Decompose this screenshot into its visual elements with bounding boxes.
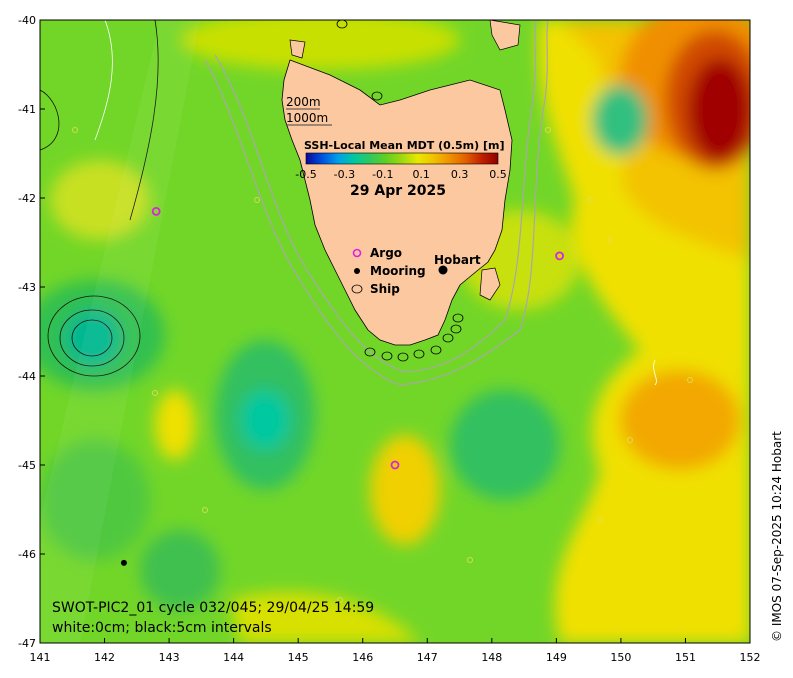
argo-float-marker	[555, 251, 564, 261]
colorbar-bar	[305, 152, 499, 165]
y-tick-label: -43	[18, 281, 36, 294]
y-tick-label: -41	[18, 103, 36, 116]
ship-legend-icon	[351, 284, 363, 294]
x-tick-label: 146	[352, 651, 373, 664]
mooring-legend-icon	[354, 268, 360, 274]
faint-markers	[72, 127, 693, 603]
y-tick-label: -42	[18, 192, 36, 205]
ship-tracks	[336, 20, 464, 362]
moorings	[120, 559, 127, 566]
bathymetry-lines	[204, 20, 549, 386]
hobart-marker	[438, 265, 448, 275]
x-tick-label: 144	[223, 651, 244, 664]
argo-legend-icon	[352, 248, 362, 258]
contour-info: white:0cm; black:5cm intervals	[52, 620, 272, 636]
colorbar-tick-label: 0.3	[451, 168, 469, 181]
credit-text: © IMOS 07-Sep-2025 10:24 Hobart	[770, 431, 784, 642]
depth-1000m-label: 1000m	[286, 111, 328, 125]
x-tick-label: 147	[417, 651, 438, 664]
white-contours	[94, 20, 657, 386]
colorbar-tick-label: -0.1	[372, 168, 393, 181]
x-axis: 141 142 143 144 145 146 147 148 149 150 151 152	[30, 638, 761, 664]
x-tick-label: 148	[481, 651, 502, 664]
colorbar-tick-label: -0.3	[334, 168, 355, 181]
mooring-marker	[120, 559, 127, 566]
ssh-field	[40, 20, 750, 643]
hobart-label: Hobart	[434, 253, 481, 267]
colorbar-tick-label: 0.1	[412, 168, 430, 181]
symbol-legend: Argo Mooring Ship	[351, 246, 426, 296]
argo-legend-label: Argo	[370, 246, 402, 260]
y-tick-label: -46	[18, 548, 36, 561]
plot-frame	[39, 19, 751, 644]
depth-200m-label: 200m	[286, 95, 321, 109]
argo-floats	[151, 206, 564, 470]
colorbar-tick-label: -0.5	[295, 168, 316, 181]
x-tick-label: 143	[159, 651, 180, 664]
colorbar-ticks: -0.5 -0.3 -0.1 0.1 0.3 0.5	[295, 168, 506, 181]
plot-area	[40, 20, 750, 643]
flinders-island	[489, 20, 521, 51]
map-date: 29 Apr 2025	[350, 183, 446, 199]
black-contours	[40, 20, 159, 377]
y-tick-label: -47	[18, 637, 36, 650]
swot-swath	[40, 20, 200, 643]
mooring-legend-label: Mooring	[370, 264, 426, 278]
satellite-info: SWOT-PIC2_01 cycle 032/045; 29/04/25 14:…	[52, 600, 374, 616]
tasmania-landmass	[281, 59, 513, 346]
x-tick-label: 150	[610, 651, 631, 664]
x-tick-label: 152	[740, 651, 761, 664]
x-tick-label: 151	[675, 651, 696, 664]
y-tick-label: -45	[18, 459, 36, 472]
depth-legend: 200m 1000m	[286, 95, 332, 126]
king-island	[289, 39, 306, 59]
ship-legend-label: Ship	[370, 282, 400, 296]
y-tick-label: -44	[18, 370, 36, 383]
argo-float-marker	[151, 206, 161, 216]
argo-float-marker	[390, 460, 400, 470]
x-tick-label: 149	[546, 651, 567, 664]
colorbar-title: SSH-Local Mean MDT (0.5m) [m]	[304, 139, 504, 152]
y-tick-label: -40	[18, 14, 36, 27]
x-tick-label: 145	[288, 651, 309, 664]
tasman-peninsula	[479, 267, 501, 301]
colorbar: SSH-Local Mean MDT (0.5m) [m] -0.5 -0.3 -0…	[295, 139, 506, 181]
x-tick-label: 142	[94, 651, 115, 664]
y-axis: -40 -41 -42 -43 -44 -45 -46 -47	[18, 14, 45, 650]
x-tick-label: 141	[30, 651, 51, 664]
colorbar-tick-label: 0.5	[489, 168, 507, 181]
